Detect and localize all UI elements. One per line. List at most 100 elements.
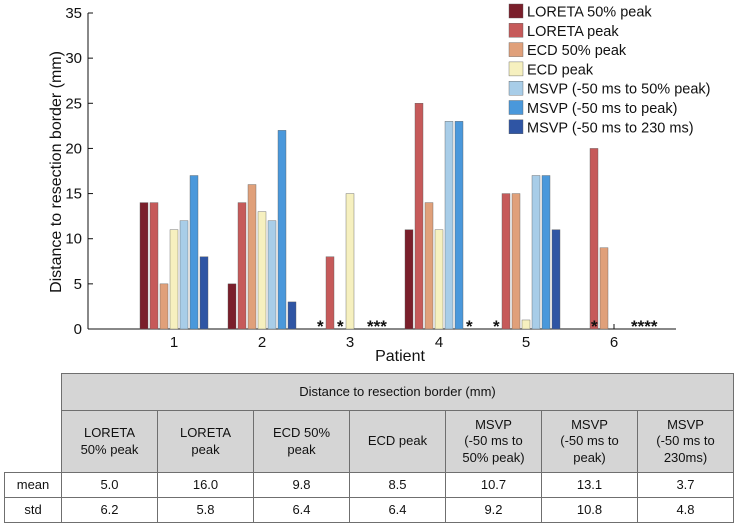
column-header: MSVP (-50 ms to 50% peak) bbox=[445, 410, 542, 473]
bar bbox=[444, 121, 454, 330]
missing-value-marker: * bbox=[317, 317, 324, 336]
missing-value-marker: * bbox=[493, 317, 500, 336]
legend-swatch bbox=[508, 3, 524, 19]
column-header: LORETA 50% peak bbox=[61, 410, 158, 473]
bar bbox=[179, 220, 189, 330]
legend-label: MSVP (-50 ms to 50% peak) bbox=[527, 82, 710, 98]
row-label: mean bbox=[4, 472, 62, 498]
missing-value-marker: **** bbox=[631, 317, 658, 336]
missing-value-marker: *** bbox=[367, 317, 387, 336]
bar bbox=[159, 283, 169, 330]
legend-label: LORETA 50% peak bbox=[527, 5, 652, 21]
y-axis-title: Distance to resection border (mm) bbox=[48, 51, 65, 293]
x-tick-label: 6 bbox=[610, 334, 618, 351]
x-axis-title: Patient bbox=[375, 348, 425, 365]
table-corner bbox=[5, 411, 62, 473]
table-cell: 6.2 bbox=[61, 497, 158, 523]
y-tick-label: 10 bbox=[65, 231, 82, 248]
x-tick-label: 1 bbox=[170, 334, 178, 351]
bar bbox=[434, 229, 444, 330]
column-header: MSVP (-50 ms to peak) bbox=[541, 410, 638, 473]
bar bbox=[599, 247, 609, 330]
y-tick-label: 25 bbox=[65, 95, 82, 112]
bar bbox=[414, 103, 424, 330]
bars-group bbox=[139, 103, 609, 330]
table-cell: 10.8 bbox=[541, 497, 638, 523]
legend: LORETA 50% peak LORETA peak ECD 50% peak EC… bbox=[508, 3, 710, 136]
bar bbox=[531, 175, 541, 330]
table-cell: 4.8 bbox=[637, 497, 734, 523]
table-cell: 9.8 bbox=[253, 472, 350, 498]
bar bbox=[189, 175, 199, 330]
legend-swatch bbox=[508, 100, 524, 115]
column-header: ECD peak bbox=[349, 410, 446, 473]
legend-swatch bbox=[508, 80, 524, 96]
y-tick-label: 15 bbox=[65, 186, 82, 203]
bar bbox=[454, 121, 464, 330]
legend-label: ECD peak bbox=[527, 62, 594, 78]
bar bbox=[277, 130, 287, 330]
bar bbox=[247, 184, 257, 330]
bar bbox=[541, 175, 551, 330]
y-tick-label: 35 bbox=[65, 5, 82, 22]
y-tick-label: 20 bbox=[65, 140, 82, 157]
column-header: MSVP (-50 ms to 230ms) bbox=[637, 410, 734, 473]
column-header: ECD 50% peak bbox=[253, 410, 350, 473]
bar bbox=[139, 202, 149, 330]
legend-label: ECD 50% peak bbox=[527, 43, 627, 59]
legend-swatch bbox=[508, 23, 524, 38]
table-cell: 13.1 bbox=[541, 472, 638, 498]
table-cell: 6.4 bbox=[253, 497, 350, 523]
bar bbox=[424, 202, 434, 330]
bar bbox=[345, 193, 355, 330]
table-cell: 5.0 bbox=[61, 472, 158, 498]
bar bbox=[404, 229, 414, 330]
missing-value-markers: * * *** * * * **** bbox=[317, 317, 658, 336]
legend-swatch bbox=[508, 42, 524, 57]
bar bbox=[267, 220, 277, 330]
table-cell: 10.7 bbox=[445, 472, 542, 498]
y-tick-label: 0 bbox=[74, 321, 82, 338]
table-body: mean 5.0 16.0 9.8 8.5 10.7 13.1 3.7 std 6.2 5.8 6.4… bbox=[4, 472, 734, 523]
bar bbox=[551, 229, 561, 330]
table-cell: 8.5 bbox=[349, 472, 446, 498]
column-header: LORETA peak bbox=[157, 410, 254, 473]
bar bbox=[149, 202, 159, 330]
bar bbox=[325, 256, 335, 330]
table-column-header-row: LORETA 50% peak LORETA peak ECD 50% peak ECD p… bbox=[5, 410, 734, 473]
table-title: Distance to resection border (mm) bbox=[61, 373, 734, 411]
table-cell: 9.2 bbox=[445, 497, 542, 523]
bar bbox=[511, 193, 521, 330]
bar bbox=[227, 283, 237, 330]
bar bbox=[237, 202, 247, 330]
table-cell: 6.4 bbox=[349, 497, 446, 523]
missing-value-marker: * bbox=[466, 317, 473, 336]
table-cell: 3.7 bbox=[637, 472, 734, 498]
table-cell: 5.8 bbox=[157, 497, 254, 523]
legend-label: MSVP (-50 ms to 230 ms) bbox=[527, 120, 694, 136]
bar bbox=[169, 229, 179, 330]
table-corner bbox=[5, 374, 62, 411]
bar bbox=[589, 148, 599, 330]
bar bbox=[521, 319, 531, 330]
bar bbox=[501, 193, 511, 330]
legend-label: MSVP (-50 ms to peak) bbox=[527, 101, 677, 117]
x-tick-label: 4 bbox=[435, 334, 443, 351]
table-row: std 6.2 5.8 6.4 6.4 9.2 10.8 4.8 bbox=[4, 497, 734, 523]
missing-value-marker: * bbox=[591, 317, 598, 336]
y-axis: 0 5 10 15 20 25 30 35 bbox=[65, 5, 93, 338]
legend-swatch bbox=[508, 61, 524, 77]
bar bbox=[287, 301, 297, 330]
missing-value-marker: * bbox=[337, 317, 344, 336]
x-tick-label: 3 bbox=[346, 334, 354, 351]
y-tick-label: 5 bbox=[74, 276, 82, 293]
x-tick-label: 2 bbox=[258, 334, 266, 351]
bar bbox=[199, 256, 209, 330]
legend-label: LORETA peak bbox=[527, 24, 619, 40]
x-tick-label: 5 bbox=[522, 334, 530, 351]
summary-table: Distance to resection border (mm) LORETA… bbox=[4, 373, 734, 523]
table-cell: 16.0 bbox=[157, 472, 254, 498]
y-tick-label: 30 bbox=[65, 50, 82, 67]
table-row: mean 5.0 16.0 9.8 8.5 10.7 13.1 3.7 bbox=[4, 472, 734, 498]
